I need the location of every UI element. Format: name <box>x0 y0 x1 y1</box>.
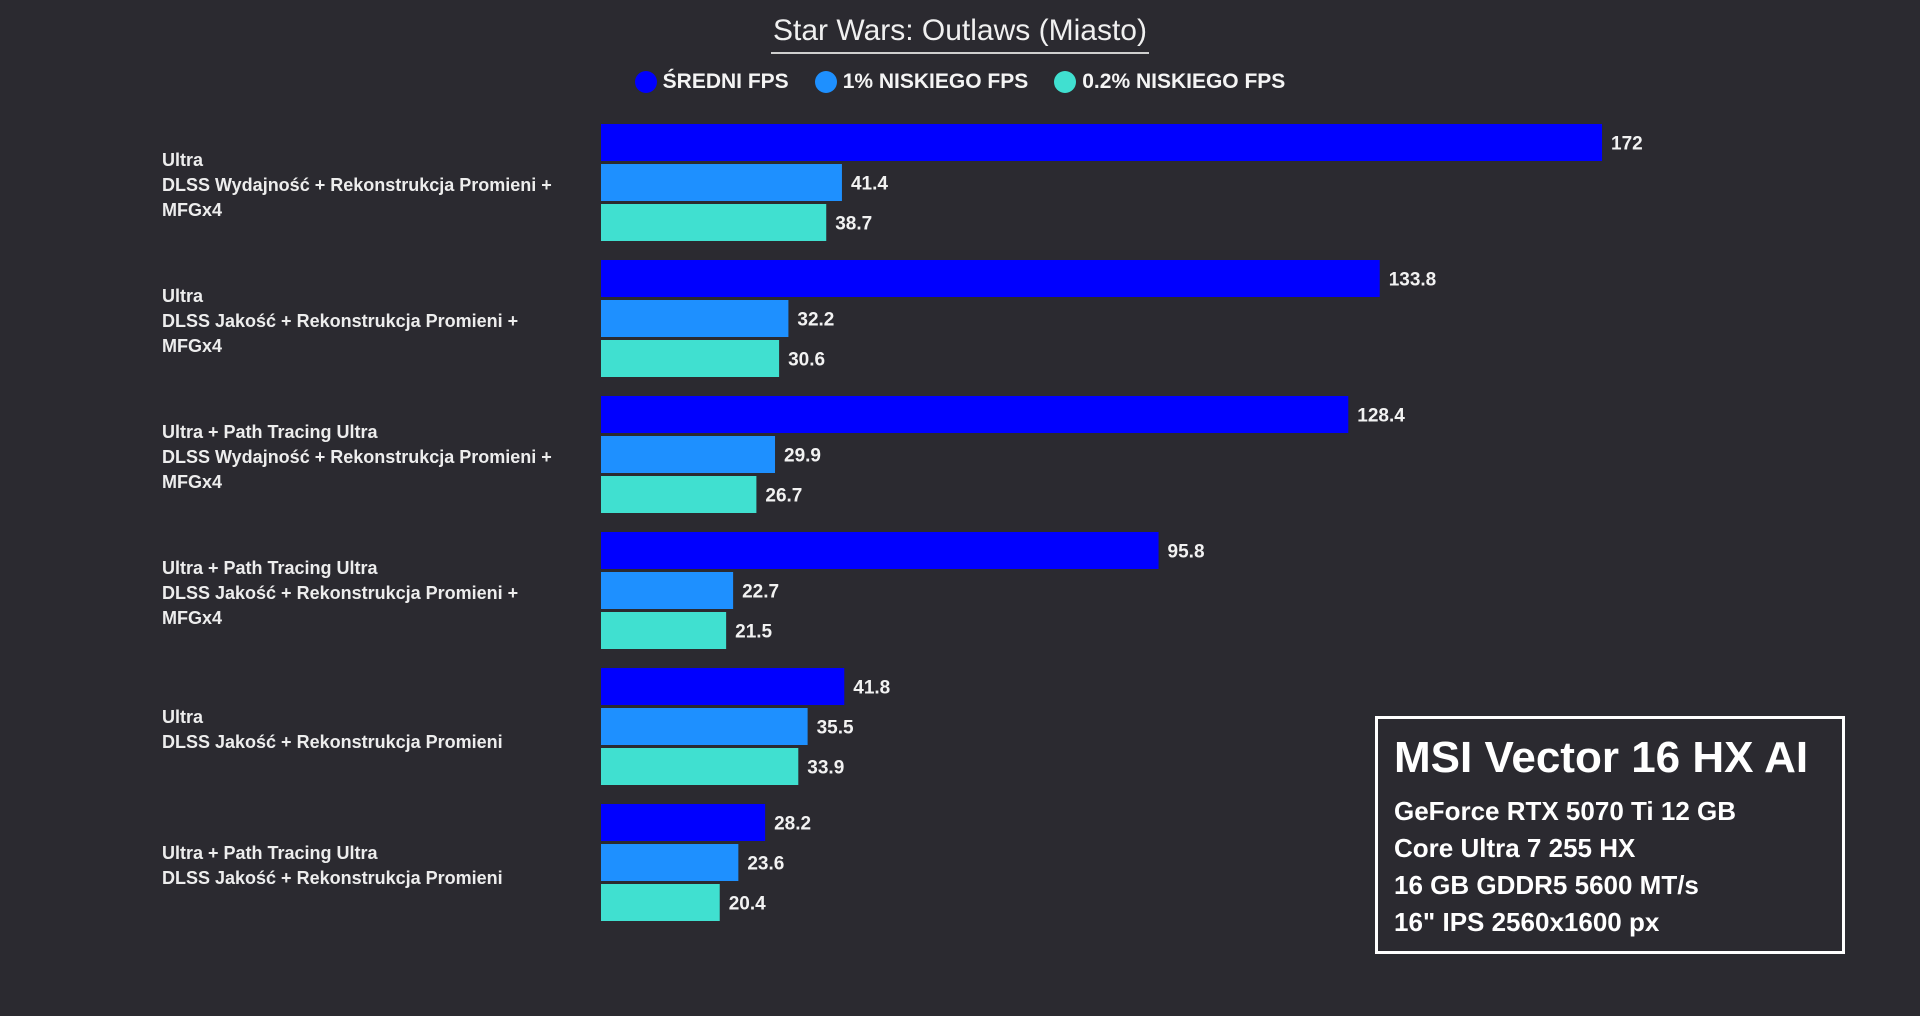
legend-swatch-02pct <box>1054 71 1077 93</box>
bar-1pct-group-2 <box>601 300 789 337</box>
legend-item-avg: ŚREDNI FPS <box>634 70 789 94</box>
category-label-line: Ultra + Path Tracing Ultra <box>162 558 378 578</box>
legend-item-02pct: 0.2% NISKIEGO FPS <box>1054 70 1285 94</box>
data-label-1pct-group-4: 22.7 <box>742 582 779 603</box>
category-label-line: Ultra + Path Tracing Ultra <box>162 842 378 863</box>
bar-02pct-group-4 <box>601 612 727 649</box>
bar-avg-group-4 <box>601 532 1159 569</box>
category-label-group-3: Ultra + Path Tracing Ultra DLSS Wydajność… <box>162 420 602 495</box>
data-label-1pct-group-1: 41.4 <box>851 174 888 195</box>
bar-avg-group-1 <box>601 124 1603 161</box>
category-label-group-5: Ultra DLSS Jakość + Rekonstrukcja Promien… <box>162 705 602 755</box>
category-label-line: DLSS Wydajność + Rekonstrukcja Promieni … <box>162 447 552 467</box>
data-label-02pct-group-6: 20.4 <box>729 894 766 915</box>
legend-label-avg: ŚREDNI FPS <box>662 70 789 93</box>
category-label-group-4: Ultra + Path Tracing Ultra DLSS Jakość + … <box>162 556 602 631</box>
bar-02pct-group-5 <box>601 748 799 785</box>
category-label-line: MFGx4 <box>162 608 223 628</box>
category-label-group-6: Ultra + Path Tracing Ultra DLSS Jakość + … <box>162 841 602 891</box>
info-line-gpu: GeForce RTX 5070 Ti 12 GB <box>1394 796 1736 826</box>
bar-1pct-group-3 <box>601 436 776 473</box>
bar-avg-group-6 <box>601 804 766 841</box>
data-label-avg-group-3: 128.4 <box>1357 406 1405 427</box>
info-line-display: 16" IPS 2560x1600 px <box>1394 907 1660 937</box>
category-label-line: MFGx4 <box>162 336 223 356</box>
info-line-ram: 16 GB GDDR5 5600 MT/s <box>1394 870 1699 900</box>
spec-info-box: MSI Vector 16 HX AI GeForce RTX 5070 Ti … <box>1375 716 1845 954</box>
bar-avg-group-5 <box>601 668 845 705</box>
category-label-line: Ultra <box>162 286 204 306</box>
data-label-avg-group-5: 41.8 <box>853 678 890 699</box>
category-label-line: Ultra + Path Tracing Ultra <box>162 422 378 442</box>
bar-1pct-group-6 <box>601 844 739 881</box>
category-label-line: MFGx4 <box>162 200 223 220</box>
chart-title: Star Wars: Outlaws (Miasto) <box>0 14 1920 54</box>
data-label-avg-group-2: 133.8 <box>1389 270 1437 291</box>
bar-1pct-group-5 <box>601 708 808 745</box>
legend-label-1pct: 1% NISKIEGO FPS <box>842 70 1029 93</box>
bar-1pct-group-4 <box>601 572 734 609</box>
data-label-1pct-group-5: 35.5 <box>817 718 854 739</box>
category-label-line: MFGx4 <box>162 472 223 492</box>
category-label-line: Ultra <box>162 150 204 170</box>
category-label-line: Ultra <box>162 706 204 727</box>
bar-02pct-group-3 <box>601 476 757 513</box>
chart-title-text: Star Wars: Outlaws (Miasto) <box>771 14 1149 54</box>
legend-label-02pct: 0.2% NISKIEGO FPS <box>1082 70 1286 93</box>
bar-avg-group-3 <box>601 396 1349 433</box>
bar-02pct-group-2 <box>601 340 780 377</box>
bar-avg-group-2 <box>601 260 1380 297</box>
data-label-1pct-group-6: 23.6 <box>747 854 784 875</box>
legend-item-1pct: 1% NISKIEGO FPS <box>814 70 1029 94</box>
data-label-1pct-group-3: 29.9 <box>784 446 821 467</box>
data-label-avg-group-1: 172 <box>1611 134 1643 155</box>
info-line-cpu: Core Ultra 7 255 HX <box>1394 833 1636 863</box>
bar-02pct-group-6 <box>601 884 720 921</box>
category-label-group-2: Ultra DLSS Jakość + Rekonstrukcja Promien… <box>162 284 602 359</box>
data-label-avg-group-6: 28.2 <box>774 814 811 835</box>
data-label-02pct-group-1: 38.7 <box>835 214 872 235</box>
legend-swatch-avg <box>634 71 657 93</box>
category-label-line: DLSS Wydajność + Rekonstrukcja Promieni … <box>162 175 552 195</box>
data-label-02pct-group-4: 21.5 <box>735 622 772 643</box>
data-label-02pct-group-2: 30.6 <box>788 350 825 371</box>
category-label-line: DLSS Jakość + Rekonstrukcja Promieni <box>162 731 503 752</box>
data-label-02pct-group-3: 26.7 <box>765 486 802 507</box>
data-label-02pct-group-5: 33.9 <box>807 758 844 779</box>
info-box-title: MSI Vector 16 HX AI <box>1394 733 1809 782</box>
category-label-line: DLSS Jakość + Rekonstrukcja Promieni <box>162 867 503 888</box>
data-label-1pct-group-2: 32.2 <box>797 310 834 331</box>
data-label-avg-group-4: 95.8 <box>1168 542 1205 563</box>
category-label-line: DLSS Jakość + Rekonstrukcja Promieni + <box>162 311 519 331</box>
category-label-line: DLSS Jakość + Rekonstrukcja Promieni + <box>162 583 519 603</box>
legend-swatch-1pct <box>814 71 837 93</box>
category-label-group-1: Ultra DLSS Wydajność + Rekonstrukcja Prom… <box>162 148 602 223</box>
bar-02pct-group-1 <box>601 204 827 241</box>
legend: ŚREDNI FPS 1% NISKIEGO FPS 0.2% NISKIEGO… <box>0 70 1920 94</box>
bar-1pct-group-1 <box>601 164 842 201</box>
